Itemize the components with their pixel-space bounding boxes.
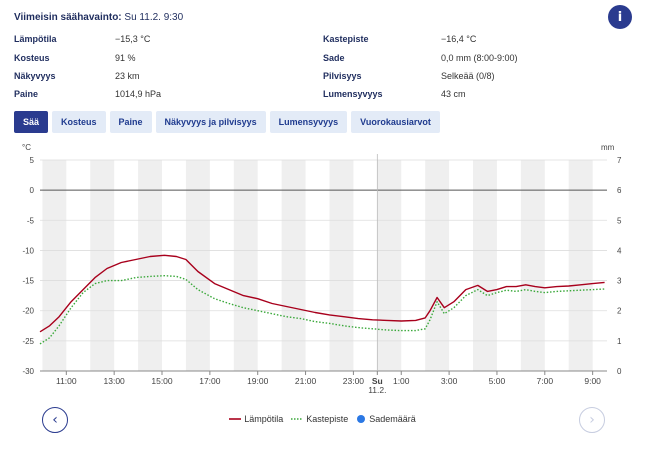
latest-observation: Viimeisin säähavainto: Su 11.2. 9:30 <box>14 12 183 23</box>
x-tick-label: Su <box>372 376 383 386</box>
obs-label-cloudiness: Pilvisyys <box>323 71 362 81</box>
legend-item-temperature[interactable]: Lämpötila <box>229 414 283 424</box>
obs-label-humidity: Kosteus <box>14 53 50 63</box>
obs-value-cloudiness: Selkeää (0/8) <box>441 71 495 81</box>
x-day-label: 11.2. <box>368 385 386 395</box>
tab-snow-depth[interactable]: Lumensyvyys <box>269 111 348 133</box>
x-tick-label: 11:00 <box>56 376 77 386</box>
y-right-tick-label: 5 <box>617 216 622 225</box>
obs-value-temperature: −15,3 °C <box>115 34 151 44</box>
y-left-tick-label: 5 <box>30 156 35 165</box>
chart-tabs: Sää Kosteus Paine Näkyvyys ja pilvisyys … <box>14 111 440 133</box>
x-tick-label: 1:00 <box>393 376 410 386</box>
y-right-unit: mm <box>601 143 615 152</box>
obs-value-humidity: 91 % <box>115 53 136 63</box>
x-tick-label: 9:00 <box>584 376 601 386</box>
alternate-hour-band <box>42 160 67 371</box>
y-left-tick-label: -10 <box>22 246 34 255</box>
alternate-hour-band <box>281 160 306 371</box>
legend-label-temperature: Lämpötila <box>244 414 284 424</box>
y-left-tick-label: -20 <box>22 307 34 316</box>
obs-label-visibility: Näkyvyys <box>14 71 56 81</box>
alternate-hour-band <box>138 160 163 371</box>
y-right-tick-label: 1 <box>617 337 622 346</box>
obs-label-dewpoint: Kastepiste <box>323 34 369 44</box>
dewpoint-line <box>39 274 605 345</box>
latest-observation-time: Su 11.2. 9:30 <box>124 12 184 23</box>
weather-chart: 5 0 -5 -10 -15 -20 -25 -30 7 6 5 4 3 2 1 0 °C mm 11:00 13:0… <box>22 143 622 395</box>
alternate-hour-band <box>90 160 115 371</box>
x-tick-label: 19:00 <box>247 376 269 386</box>
temperature-line <box>39 254 605 333</box>
x-tick-label: 23:00 <box>343 376 365 386</box>
y-right-tick-label: 7 <box>617 156 622 165</box>
obs-value-precipitation: 0,0 mm (8:00-9:00) <box>441 53 518 63</box>
obs-value-visibility: 23 km <box>115 71 140 81</box>
alternate-hour-band <box>473 160 497 371</box>
dewpoint-line-icon <box>291 418 304 420</box>
obs-label-precipitation: Sade <box>323 53 345 63</box>
tab-visibility-cloudiness[interactable]: Näkyvyys ja pilvisyys <box>155 111 266 133</box>
latest-observation-label: Viimeisin säähavainto: <box>14 12 122 23</box>
alternate-hour-band <box>520 160 545 371</box>
previous-day-button[interactable]: ‹ <box>42 407 68 433</box>
legend-label-precipitation: Sademäärä <box>369 414 416 424</box>
obs-label-snow-depth: Lumensyvyys <box>323 89 383 99</box>
alternate-hour-band <box>185 160 210 371</box>
alternate-hour-band <box>233 160 258 371</box>
legend-label-dewpoint: Kastepiste <box>306 414 349 424</box>
y-left-unit: °C <box>22 143 31 152</box>
x-tick-label: 13:00 <box>104 376 126 386</box>
y-left-tick-label: 0 <box>30 186 35 195</box>
tab-daily-values[interactable]: Vuorokausiarvot <box>351 111 440 133</box>
y-right-tick-label: 3 <box>617 277 622 286</box>
legend-item-dewpoint[interactable]: Kastepiste <box>291 414 348 424</box>
x-tick-label: 5:00 <box>489 376 506 386</box>
y-right-tick-label: 6 <box>617 186 622 195</box>
y-right-tick-label: 0 <box>617 367 622 376</box>
next-day-button[interactable]: › <box>579 407 605 433</box>
legend-item-precipitation[interactable]: Sademäärä <box>356 414 416 424</box>
info-icon[interactable]: i <box>608 5 632 29</box>
x-tick-label: 7:00 <box>537 376 554 386</box>
y-left-tick-label: -30 <box>22 367 34 376</box>
x-tick-label: 3:00 <box>441 376 458 386</box>
x-tick-label: 17:00 <box>199 376 221 386</box>
y-left-tick-label: -15 <box>22 277 34 286</box>
y-right-tick-label: 4 <box>617 246 622 255</box>
alternate-hour-band <box>425 160 450 371</box>
obs-value-dewpoint: −16,4 °C <box>441 34 477 44</box>
x-tick-label: 21:00 <box>295 376 317 386</box>
x-tick-label: 15:00 <box>151 376 173 386</box>
obs-value-snow-depth: 43 cm <box>441 89 466 99</box>
chart-legend: Lämpötila Kastepiste Sademäärä <box>0 414 645 424</box>
y-left-tick-label: -5 <box>27 216 35 225</box>
obs-label-temperature: Lämpötila <box>14 34 57 44</box>
alternate-hour-band <box>377 160 402 371</box>
precipitation-dot-icon <box>357 415 366 423</box>
alternate-hour-band <box>329 160 354 371</box>
temperature-line-icon <box>229 418 242 420</box>
obs-label-pressure: Paine <box>14 89 39 99</box>
tab-pressure[interactable]: Paine <box>109 111 152 133</box>
y-left-tick-label: -25 <box>22 337 34 346</box>
obs-value-pressure: 1014,9 hPa <box>115 89 162 99</box>
y-right-tick-label: 2 <box>617 307 622 316</box>
tab-weather[interactable]: Sää <box>14 111 49 133</box>
alternate-hour-band <box>568 160 593 371</box>
tab-humidity[interactable]: Kosteus <box>52 111 106 133</box>
